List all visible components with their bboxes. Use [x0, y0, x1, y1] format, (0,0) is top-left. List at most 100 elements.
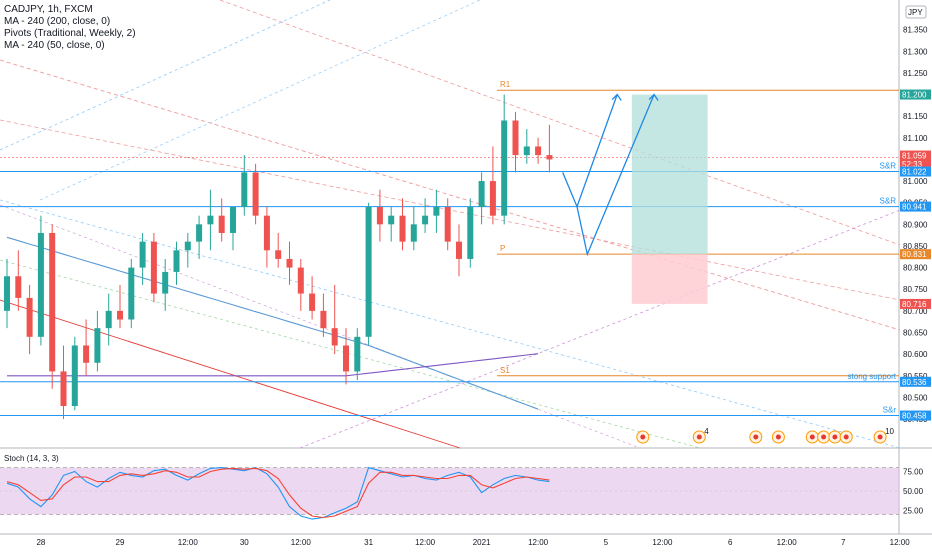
- stoch-tick-label: 75.00: [903, 468, 924, 477]
- candle-body: [117, 310, 123, 320]
- calendar-event-dot: [753, 434, 759, 440]
- candle-body: [94, 328, 101, 363]
- calendar-event-dot: [821, 434, 827, 440]
- candle-body: [501, 120, 508, 216]
- price-tick-label: 81.350: [903, 26, 928, 35]
- time-tick-label: 28: [36, 538, 45, 547]
- candle-body: [4, 276, 10, 311]
- candle-body: [150, 241, 157, 294]
- price-tick-label: 80.550: [903, 372, 928, 381]
- price-badge-text-6: 80.716: [902, 300, 927, 309]
- time-tick-label: 12:00: [291, 538, 312, 547]
- price-badge-text-3: 81.022: [902, 168, 927, 177]
- price-tick-label: 80.850: [903, 242, 928, 251]
- currency-label: JPY: [908, 8, 923, 17]
- arrow-head: [611, 93, 622, 101]
- stoch-k-line: [6, 466, 550, 520]
- trend-line: [39, 0, 481, 201]
- candle-body: [422, 215, 429, 225]
- stoch-tick-label: 25.00: [903, 507, 924, 516]
- candle-body: [410, 224, 417, 242]
- price-tick-label: 80.900: [903, 220, 928, 229]
- candle-body: [489, 181, 496, 216]
- price-badge-3: [900, 166, 931, 177]
- candle-body: [275, 250, 282, 259]
- time-tick-label: 6: [728, 538, 733, 547]
- time-tick-label: 12:00: [178, 538, 199, 547]
- level-label-1: S&R: [880, 162, 897, 171]
- stop-zone: [631, 254, 708, 304]
- candle-body: [83, 345, 90, 363]
- ma-blue-line: [6, 236, 539, 410]
- price-tick-label: 80.750: [903, 285, 928, 294]
- event-count: 4: [704, 427, 709, 436]
- price-tick-label: 80.600: [903, 350, 928, 359]
- price-badge-text-7: 80.536: [902, 378, 927, 387]
- trend-line: [219, 0, 901, 246]
- price-badge-4: [900, 201, 931, 212]
- legend-ma50[interactable]: MA - 240 (50, close, 0): [4, 40, 105, 51]
- price-badge-text-2: 52:33: [902, 160, 923, 169]
- time-tick-label: 12:00: [890, 538, 911, 547]
- candle-body: [26, 297, 33, 337]
- price-badge-8: [900, 410, 931, 421]
- time-tick-label: 30: [240, 538, 249, 547]
- level-label-6: S&r: [883, 406, 897, 415]
- candle-body: [399, 215, 406, 242]
- calendar-event-dot: [640, 434, 646, 440]
- time-tick-label: 29: [116, 538, 125, 547]
- candle-body: [512, 120, 519, 156]
- level-label-4: S1: [500, 366, 510, 375]
- price-tick-label: 80.700: [903, 307, 928, 316]
- candle-body: [467, 207, 474, 259]
- price-badge-2: [900, 158, 931, 169]
- candle-body: [184, 241, 191, 251]
- candle-body: [173, 250, 180, 272]
- price-badge-text-8: 80.458: [902, 412, 927, 421]
- level-label-3: P: [500, 244, 505, 253]
- candle-body: [252, 172, 259, 216]
- price-tick-label: 81.150: [903, 112, 928, 121]
- candle-body: [388, 215, 395, 225]
- time-tick-label: 12:00: [415, 538, 436, 547]
- candle-body: [478, 181, 485, 208]
- price-badge-text-5: 80.831: [902, 250, 927, 259]
- price-badge-text-4: 80.941: [902, 203, 927, 212]
- candle-body: [60, 371, 67, 407]
- price-badge-text-1: 81.059: [902, 152, 927, 161]
- price-badge-6: [900, 298, 931, 309]
- trend-line: [0, 259, 701, 449]
- calendar-event-dot: [696, 434, 702, 440]
- target-zone: [631, 94, 708, 255]
- price-tick-label: 81.100: [903, 134, 928, 143]
- price-tick-label: 81.000: [903, 177, 928, 186]
- arrow-head: [648, 93, 659, 101]
- candle-body: [433, 207, 440, 216]
- legend-pivots[interactable]: Pivots (Traditional, Weekly, 2): [4, 28, 136, 39]
- candle-body: [230, 207, 236, 233]
- candle-body: [15, 276, 22, 298]
- level-label-2: S&R: [880, 197, 897, 206]
- candle-body: [139, 241, 146, 268]
- price-badge-5: [900, 249, 931, 260]
- time-tick-label: 31: [364, 538, 373, 547]
- stoch-d-line: [6, 467, 550, 519]
- event-count: 10: [885, 427, 894, 436]
- candle-body: [376, 207, 383, 225]
- currency-button: [905, 5, 927, 19]
- candle-body: [309, 293, 316, 311]
- chart-legend: CADJPY, 1h, FXCM MA - 240 (200, close, 0…: [4, 4, 136, 52]
- candle-body: [343, 345, 349, 372]
- candle-body: [207, 215, 214, 225]
- candle-body: [105, 310, 112, 329]
- price-badge-1: [900, 150, 931, 161]
- legend-ma200[interactable]: MA - 240 (200, close, 0): [4, 16, 111, 27]
- time-tick-label: 12:00: [528, 538, 549, 547]
- candle-body: [297, 267, 304, 294]
- price-tick-label: 81.300: [903, 47, 928, 56]
- candle-body: [218, 215, 225, 233]
- symbol-title[interactable]: CADJPY, 1h, FXCM: [4, 4, 93, 15]
- price-tick-label: 80.800: [903, 264, 928, 273]
